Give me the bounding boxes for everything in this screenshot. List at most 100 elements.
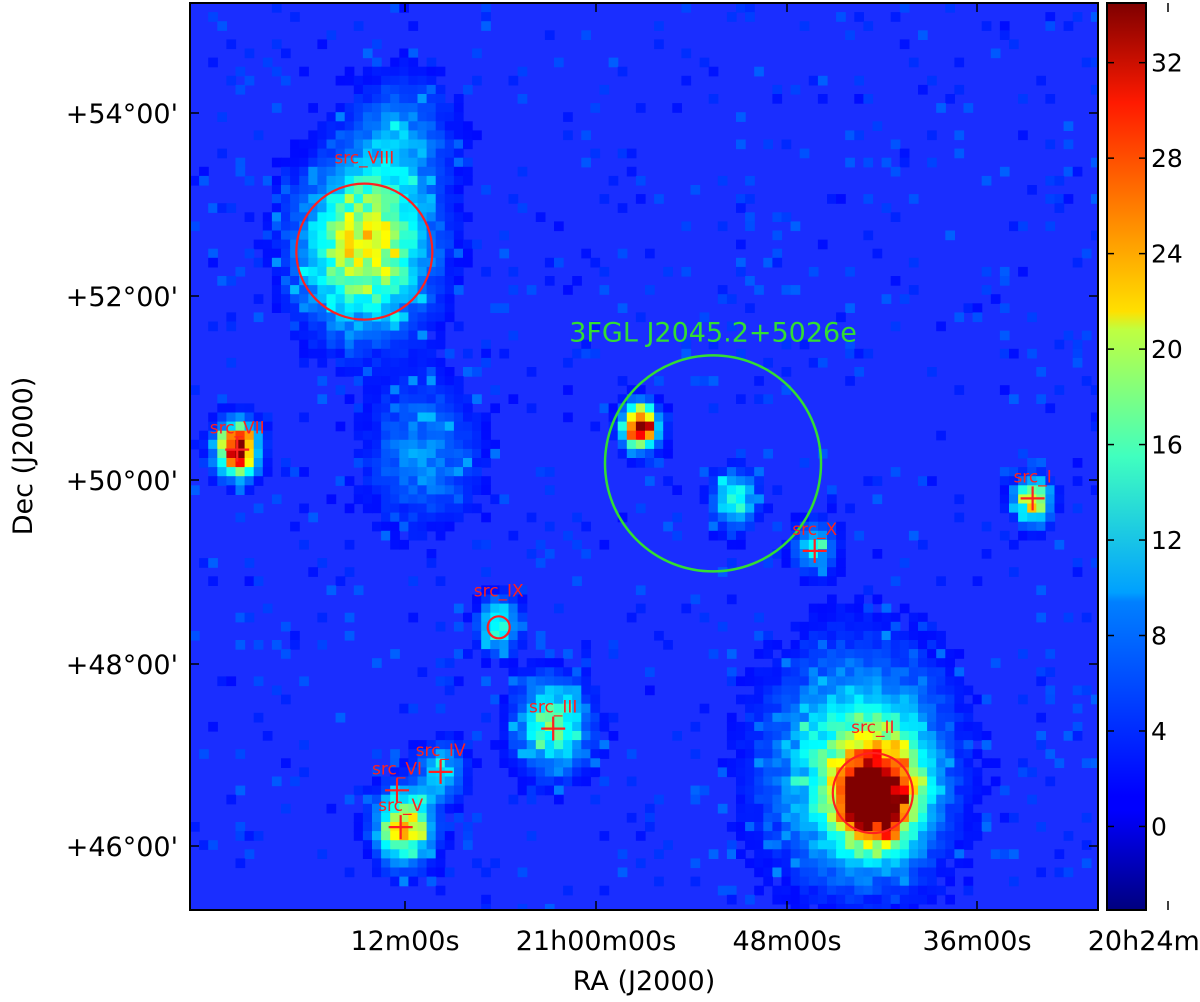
heatmap-pixel bbox=[635, 394, 646, 404]
heatmap-pixel bbox=[817, 667, 828, 677]
heatmap-pixel bbox=[381, 148, 391, 159]
heatmap-pixel bbox=[472, 612, 482, 623]
heatmap-pixel bbox=[344, 257, 355, 268]
heatmap-pixel bbox=[836, 621, 846, 632]
heatmap-pixel bbox=[353, 185, 364, 195]
heatmap-pixel bbox=[408, 749, 419, 759]
heatmap-pixel bbox=[317, 285, 328, 295]
heatmap-pixel bbox=[390, 330, 400, 341]
heatmap-pixel bbox=[1045, 649, 1056, 659]
heatmap-pixel bbox=[399, 248, 409, 259]
heatmap-pixel bbox=[226, 421, 237, 432]
heatmap-pixel bbox=[781, 539, 792, 550]
heatmap-pixel bbox=[790, 221, 801, 232]
heatmap-pixel bbox=[417, 667, 428, 677]
heatmap-pixel bbox=[635, 194, 646, 204]
heatmap-pixel bbox=[908, 630, 919, 641]
heatmap-pixel bbox=[927, 703, 937, 714]
heatmap-pixel bbox=[608, 175, 619, 186]
heatmap-pixel bbox=[908, 812, 919, 823]
heatmap-pixel bbox=[635, 458, 646, 468]
heatmap-pixel bbox=[271, 494, 282, 505]
heatmap-pixel bbox=[617, 849, 628, 859]
heatmap-pixel bbox=[963, 876, 974, 887]
heatmap-pixel bbox=[526, 367, 537, 377]
heatmap-pixel bbox=[453, 812, 464, 823]
heatmap-pixel bbox=[1072, 721, 1083, 732]
heatmap-pixel bbox=[754, 731, 764, 741]
heatmap-pixel bbox=[417, 503, 428, 514]
heatmap-pixel bbox=[863, 794, 874, 805]
heatmap-pixel bbox=[253, 676, 264, 687]
heatmap-pixel bbox=[554, 703, 564, 714]
heatmap-pixel bbox=[790, 676, 801, 687]
heatmap-pixel bbox=[781, 876, 792, 887]
heatmap-pixel bbox=[790, 285, 801, 295]
heatmap-pixel bbox=[945, 876, 955, 887]
heatmap-pixel bbox=[426, 549, 437, 559]
heatmap-pixel bbox=[726, 822, 737, 832]
sources-layer: src_Isrc_IIsrc_IIIsrc_IVsrc_Vsrc_VIsrc_V… bbox=[210, 149, 1052, 840]
heatmap-pixel bbox=[654, 376, 664, 386]
heatmap-pixel bbox=[353, 266, 364, 277]
heatmap-pixel bbox=[936, 831, 946, 841]
heatmap-pixel bbox=[772, 84, 783, 95]
heatmap-pixel bbox=[1027, 458, 1037, 468]
heatmap-pixel bbox=[372, 166, 382, 177]
heatmap-pixel bbox=[390, 230, 400, 241]
heatmap-pixel bbox=[899, 603, 910, 614]
heatmap-pixel bbox=[253, 467, 264, 477]
heatmap-pixel bbox=[908, 712, 919, 723]
heatmap-pixel bbox=[999, 30, 1010, 40]
heatmap-pixel bbox=[881, 867, 892, 878]
heatmap-pixel bbox=[417, 348, 428, 359]
heatmap-pixel bbox=[290, 521, 300, 532]
heatmap-pixel bbox=[817, 767, 828, 778]
heatmap-pixel bbox=[908, 685, 919, 696]
heatmap-pixel bbox=[362, 312, 373, 323]
heatmap-pixel bbox=[271, 185, 282, 195]
heatmap-pixel bbox=[790, 749, 801, 759]
heatmap-pixel bbox=[244, 75, 255, 86]
heatmap-pixel bbox=[399, 876, 409, 887]
heatmap-pixel bbox=[453, 239, 464, 250]
heatmap-pixel bbox=[936, 885, 946, 896]
heatmap-pixel bbox=[208, 448, 218, 459]
heatmap-pixel bbox=[808, 831, 819, 841]
heatmap-pixel bbox=[681, 3, 692, 13]
heatmap-pixel bbox=[271, 221, 282, 232]
heatmap-pixel bbox=[745, 676, 755, 687]
heatmap-pixel bbox=[890, 767, 901, 778]
heatmap-pixel bbox=[790, 558, 801, 568]
heatmap-pixel bbox=[899, 840, 910, 850]
heatmap-pixel bbox=[881, 876, 892, 887]
heatmap-pixel bbox=[817, 239, 828, 250]
heatmap-pixel bbox=[408, 112, 419, 122]
heatmap-pixel bbox=[808, 758, 819, 768]
heatmap-pixel bbox=[399, 221, 409, 232]
heatmap-pixel bbox=[781, 858, 792, 869]
heatmap-pixel bbox=[517, 867, 528, 878]
heatmap-pixel bbox=[672, 530, 682, 541]
heatmap-pixel bbox=[390, 248, 400, 259]
heatmap-pixel bbox=[836, 858, 846, 869]
heatmap-pixel bbox=[381, 212, 391, 222]
heatmap-pixel bbox=[308, 348, 318, 359]
heatmap-pixel bbox=[945, 749, 955, 759]
heatmap-pixel bbox=[463, 758, 473, 768]
heatmap-pixel bbox=[399, 312, 409, 323]
heatmap-pixel bbox=[790, 539, 801, 550]
heatmap-pixel bbox=[863, 776, 874, 787]
heatmap-pixel bbox=[890, 649, 901, 659]
heatmap-pixel bbox=[790, 876, 801, 887]
heatmap-pixel bbox=[754, 285, 764, 295]
heatmap-pixel bbox=[381, 412, 391, 423]
heatmap-pixel bbox=[872, 849, 883, 859]
heatmap-pixel bbox=[463, 403, 473, 414]
heatmap-pixel bbox=[890, 749, 901, 759]
heatmap-pixel bbox=[572, 740, 582, 750]
heatmap-pixel bbox=[717, 521, 728, 532]
heatmap-pixel bbox=[271, 685, 282, 696]
heatmap-pixel bbox=[235, 476, 246, 486]
heatmap-pixel bbox=[836, 640, 846, 650]
